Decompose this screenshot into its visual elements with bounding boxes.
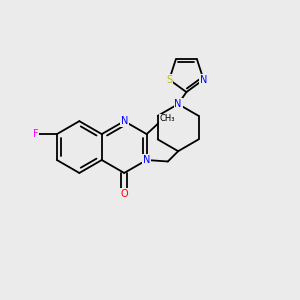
Text: O: O xyxy=(120,189,128,199)
Text: S: S xyxy=(166,75,172,85)
Text: N: N xyxy=(121,116,128,126)
Text: N: N xyxy=(200,75,207,85)
Text: F: F xyxy=(33,129,38,139)
Text: N: N xyxy=(175,99,182,109)
Text: CH₃: CH₃ xyxy=(160,114,175,123)
Text: N: N xyxy=(143,155,150,165)
